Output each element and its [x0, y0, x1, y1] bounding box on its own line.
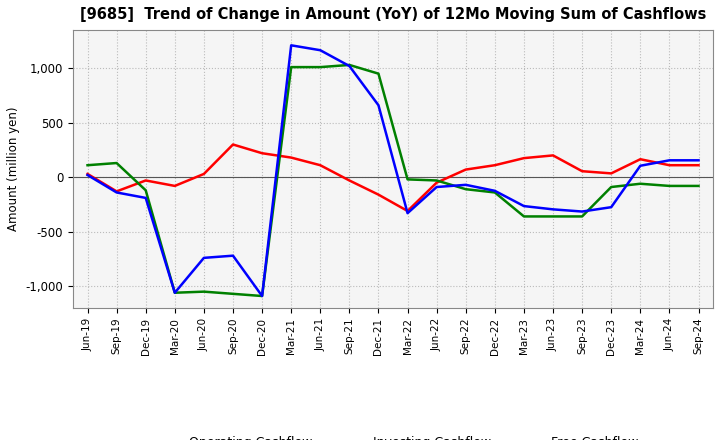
Title: [9685]  Trend of Change in Amount (YoY) of 12Mo Moving Sum of Cashflows: [9685] Trend of Change in Amount (YoY) o…: [80, 7, 706, 22]
Investing Cashflow: [432, 178, 441, 183]
Investing Cashflow: [578, 214, 587, 219]
Free Cashflow: [578, 209, 587, 214]
Free Cashflow: [462, 182, 470, 187]
Investing Cashflow: [199, 289, 208, 294]
Operating Cashflow: [462, 167, 470, 172]
Operating Cashflow: [199, 171, 208, 176]
Free Cashflow: [229, 253, 238, 258]
Legend: Operating Cashflow, Investing Cashflow, Free Cashflow: Operating Cashflow, Investing Cashflow, …: [143, 431, 643, 440]
Operating Cashflow: [432, 180, 441, 185]
Operating Cashflow: [636, 157, 644, 162]
Operating Cashflow: [112, 189, 121, 194]
Free Cashflow: [665, 158, 674, 163]
Free Cashflow: [607, 205, 616, 210]
Investing Cashflow: [374, 71, 383, 76]
Investing Cashflow: [549, 214, 557, 219]
Investing Cashflow: [171, 290, 179, 295]
Operating Cashflow: [258, 150, 266, 156]
Line: Free Cashflow: Free Cashflow: [88, 45, 698, 296]
Free Cashflow: [694, 158, 703, 163]
Operating Cashflow: [345, 178, 354, 183]
Investing Cashflow: [462, 187, 470, 192]
Free Cashflow: [112, 190, 121, 195]
Free Cashflow: [84, 172, 92, 178]
Y-axis label: Amount (million yen): Amount (million yen): [7, 107, 20, 231]
Free Cashflow: [258, 293, 266, 299]
Investing Cashflow: [258, 293, 266, 299]
Free Cashflow: [403, 210, 412, 216]
Free Cashflow: [287, 43, 295, 48]
Free Cashflow: [636, 163, 644, 169]
Free Cashflow: [432, 184, 441, 190]
Operating Cashflow: [578, 169, 587, 174]
Investing Cashflow: [287, 65, 295, 70]
Operating Cashflow: [549, 153, 557, 158]
Free Cashflow: [316, 48, 325, 53]
Free Cashflow: [141, 195, 150, 201]
Free Cashflow: [345, 63, 354, 69]
Operating Cashflow: [84, 171, 92, 176]
Investing Cashflow: [694, 183, 703, 189]
Operating Cashflow: [490, 162, 499, 168]
Investing Cashflow: [229, 291, 238, 297]
Operating Cashflow: [520, 155, 528, 161]
Investing Cashflow: [636, 181, 644, 187]
Operating Cashflow: [694, 162, 703, 168]
Operating Cashflow: [374, 192, 383, 197]
Investing Cashflow: [403, 177, 412, 182]
Operating Cashflow: [171, 183, 179, 189]
Operating Cashflow: [316, 162, 325, 168]
Free Cashflow: [490, 188, 499, 194]
Investing Cashflow: [520, 214, 528, 219]
Free Cashflow: [520, 203, 528, 209]
Investing Cashflow: [490, 190, 499, 195]
Investing Cashflow: [112, 161, 121, 166]
Investing Cashflow: [665, 183, 674, 189]
Investing Cashflow: [316, 65, 325, 70]
Investing Cashflow: [141, 187, 150, 193]
Free Cashflow: [549, 207, 557, 212]
Operating Cashflow: [665, 162, 674, 168]
Investing Cashflow: [84, 162, 92, 168]
Free Cashflow: [374, 103, 383, 108]
Free Cashflow: [171, 290, 179, 295]
Free Cashflow: [199, 255, 208, 260]
Operating Cashflow: [403, 209, 412, 214]
Investing Cashflow: [345, 62, 354, 68]
Line: Operating Cashflow: Operating Cashflow: [88, 144, 698, 211]
Line: Investing Cashflow: Investing Cashflow: [88, 65, 698, 296]
Operating Cashflow: [607, 171, 616, 176]
Operating Cashflow: [287, 155, 295, 160]
Operating Cashflow: [141, 178, 150, 183]
Investing Cashflow: [607, 184, 616, 190]
Operating Cashflow: [229, 142, 238, 147]
